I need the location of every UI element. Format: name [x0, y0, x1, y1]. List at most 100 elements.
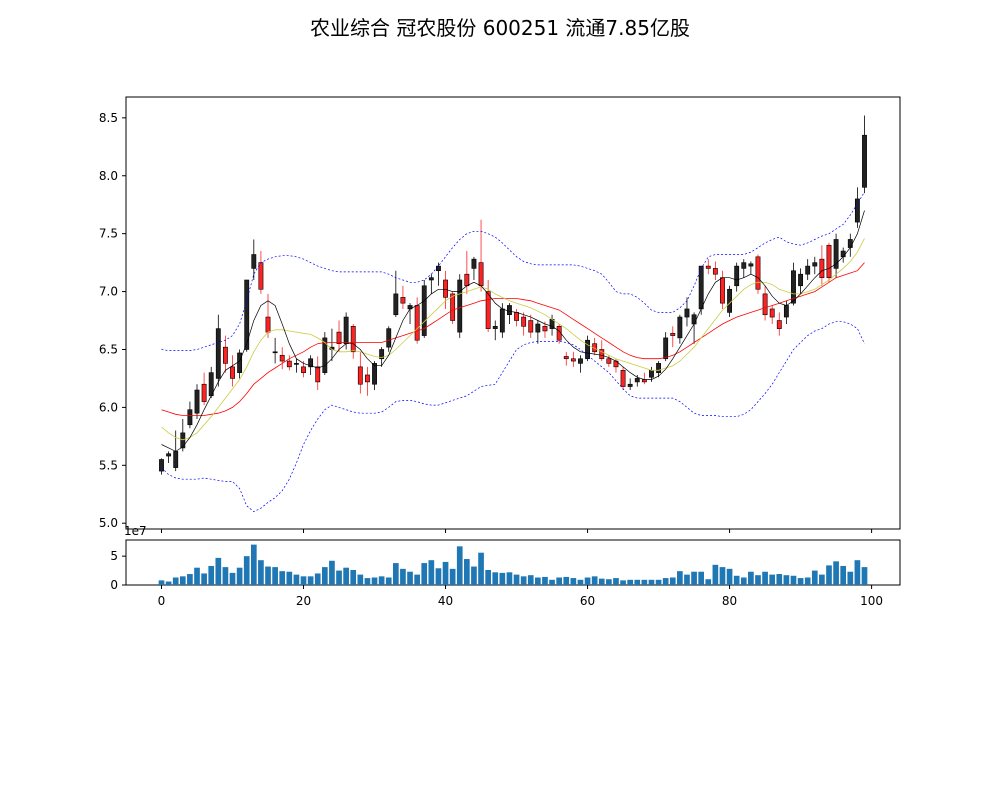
candle-body — [365, 374, 370, 383]
volume-bar — [584, 577, 591, 585]
candle-body — [492, 326, 498, 329]
candle-body — [833, 239, 839, 269]
volume-bar — [755, 575, 761, 585]
candle-body — [592, 343, 598, 353]
y-tick-label: 5.5 — [99, 458, 118, 472]
volume-bar — [321, 567, 328, 585]
volume-bar — [527, 575, 534, 585]
volume-bar — [591, 576, 598, 585]
candle-body — [301, 366, 306, 373]
candle-body — [372, 363, 377, 385]
volume-bar — [272, 567, 278, 585]
candle-body — [812, 262, 818, 267]
volume-bar — [506, 572, 513, 585]
volume-bar — [307, 576, 314, 585]
candle-body — [819, 258, 825, 278]
volume-bar — [556, 577, 562, 585]
volume-bar — [314, 573, 321, 585]
candle-body — [599, 349, 605, 360]
main-plot-frame — [125, 96, 901, 530]
volume-bar — [300, 576, 307, 585]
volume-panel: 0 5 1e7 0 20 40 60 80 100 — [110, 524, 901, 608]
candle-body — [776, 320, 782, 329]
volume-bar — [336, 570, 342, 585]
vol-y-tick-label: 5 — [110, 549, 118, 563]
volume-bar — [286, 571, 293, 585]
volume-bar — [421, 563, 428, 585]
volume-bar — [414, 574, 420, 585]
candle-body — [315, 366, 321, 383]
volume-bar — [776, 574, 783, 585]
candle-body — [464, 273, 470, 287]
volume-bar — [677, 571, 683, 585]
volume-bar — [449, 568, 456, 585]
volume-bar — [854, 560, 861, 585]
candle-body — [421, 285, 427, 336]
volume-bar — [790, 575, 797, 585]
volume-bar — [179, 576, 186, 585]
candle-body — [265, 316, 271, 333]
volume-bar — [691, 571, 697, 585]
y-tick-label: 8.0 — [99, 169, 118, 183]
candle-body — [783, 305, 789, 318]
volume-bar — [350, 570, 357, 585]
volume-bar — [215, 557, 222, 585]
volume-bar — [485, 570, 491, 585]
candle-body — [663, 337, 669, 360]
volume-bar — [748, 571, 754, 585]
ma-mid-line — [161, 238, 865, 441]
candle-body — [293, 363, 299, 365]
volume-bar — [819, 574, 825, 585]
candle-body — [159, 459, 164, 472]
candle-body — [180, 432, 186, 449]
candle-body — [166, 453, 172, 457]
volume-bar — [250, 544, 257, 585]
y-tick-label: 5.0 — [99, 516, 118, 530]
candle-body — [194, 389, 200, 414]
chart-title: 农业综合 冠农股份 600251 流通7.85亿股 — [310, 16, 690, 40]
y-tick-label: 6.5 — [99, 342, 118, 356]
volume-bar — [222, 567, 229, 585]
candle-body — [741, 262, 747, 269]
volume-bar — [655, 579, 662, 585]
volume-bar — [492, 572, 499, 585]
volume-bar — [265, 566, 271, 585]
volume-bar — [428, 560, 435, 585]
candle-body — [826, 244, 832, 278]
x-tick-label: 100 — [860, 594, 883, 608]
candle-body — [762, 293, 768, 316]
volume-bar — [392, 563, 399, 585]
candle-body — [251, 254, 257, 269]
candle-body — [769, 308, 775, 318]
volume-bar — [471, 566, 477, 585]
y-tick-label: 8.5 — [99, 111, 118, 125]
candle-body — [457, 279, 463, 333]
candle-body — [279, 354, 285, 362]
volume-bar — [549, 579, 555, 585]
candle-body — [222, 346, 228, 364]
candle-body — [862, 134, 867, 188]
volume-bar — [520, 576, 527, 585]
candle-body — [379, 349, 385, 360]
volume-bar — [726, 568, 733, 585]
boll-lower-line — [161, 321, 865, 513]
volume-bar — [343, 567, 349, 585]
candle-body — [712, 268, 718, 275]
candle-body — [734, 265, 740, 287]
volume-bar — [570, 578, 577, 585]
volume-bar — [783, 575, 790, 585]
volume-bar — [535, 577, 541, 585]
volume-bar — [627, 579, 634, 585]
candle-body — [286, 360, 292, 368]
x-tick-label: 60 — [580, 594, 595, 608]
candle-body — [414, 305, 420, 341]
y-tick-label: 6.0 — [99, 400, 118, 414]
candle-body — [570, 358, 576, 362]
candle-body — [627, 383, 633, 387]
candle-body — [535, 323, 541, 333]
volume-bar — [840, 565, 847, 585]
volume-bar — [208, 565, 215, 585]
volume-bar — [364, 578, 371, 585]
candle-body — [357, 366, 363, 385]
